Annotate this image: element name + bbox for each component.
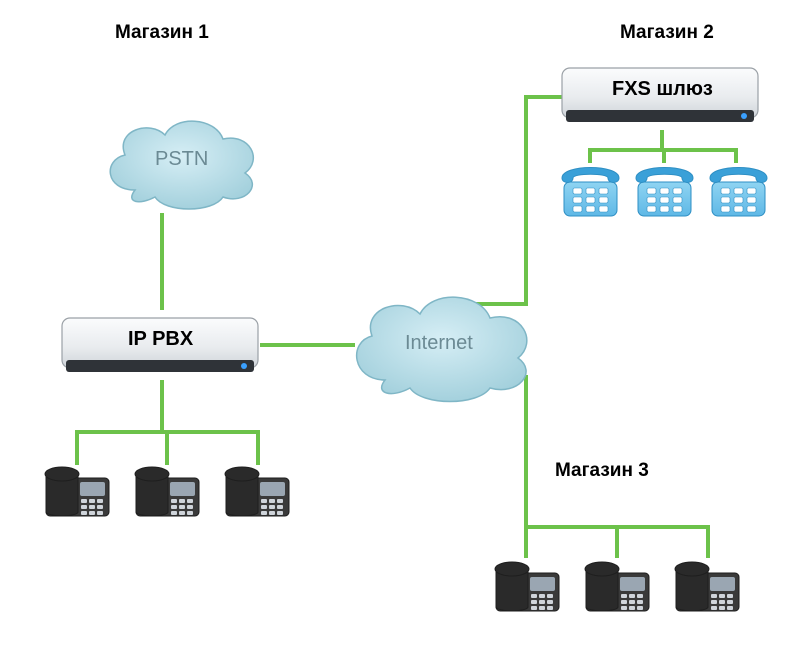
connector-line: [160, 213, 164, 310]
network-diagram: Магазин 1 Магазин 2 Магазин 3 PSTN: [0, 0, 811, 656]
pstn-cloud: [95, 105, 265, 215]
connector-line: [706, 525, 710, 558]
ip-pbx-device: [60, 310, 260, 380]
store1-label: Магазин 1: [115, 22, 209, 44]
ip-phone-icon: [40, 460, 115, 520]
analog-phone-icon: [558, 160, 623, 220]
analog-phone-icon: [706, 160, 771, 220]
ip-phone-icon: [490, 555, 565, 615]
connector-line: [524, 525, 528, 558]
fxs-gateway-device: [560, 60, 760, 130]
connector-line: [524, 95, 528, 305]
connector-line: [160, 380, 164, 430]
ip-phone-icon: [220, 460, 295, 520]
internet-cloud: [340, 280, 540, 410]
ip-phone-icon: [130, 460, 205, 520]
ip-phone-icon: [670, 555, 745, 615]
ip-phone-icon: [580, 555, 655, 615]
connector-line: [524, 95, 562, 99]
connector-line: [660, 130, 664, 150]
store2-label: Магазин 2: [620, 22, 714, 44]
connector-line: [615, 525, 619, 558]
store3-label: Магазин 3: [555, 460, 649, 482]
analog-phone-icon: [632, 160, 697, 220]
